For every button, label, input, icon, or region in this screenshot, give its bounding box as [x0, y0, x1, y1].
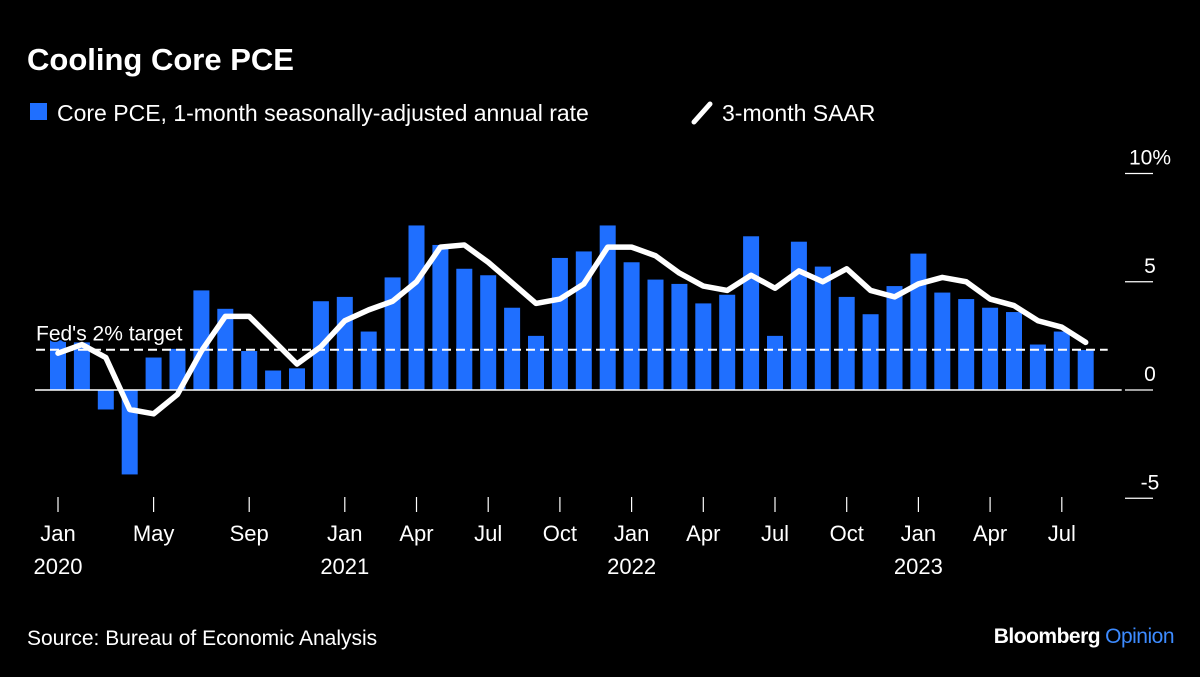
legend-line-label: 3-month SAAR: [722, 100, 875, 126]
legend-line-swatch-icon: [691, 101, 713, 125]
bar: [97, 390, 114, 410]
bar: [838, 296, 855, 390]
bar: [1053, 331, 1070, 390]
x-tick-label: Oct: [830, 521, 864, 546]
bar: [1006, 312, 1022, 390]
bar: [814, 266, 831, 390]
bar: [623, 262, 640, 390]
bar: [1077, 349, 1094, 390]
legend-bar-label: Core PCE, 1-month seasonally-adjusted an…: [57, 100, 589, 126]
x-year-label: 2023: [894, 554, 943, 579]
x-year-label: 2020: [34, 554, 83, 579]
x-tick-label: Apr: [399, 521, 433, 546]
bar: [647, 279, 664, 390]
bar: [336, 296, 353, 390]
bar: [50, 340, 66, 390]
bar: [790, 241, 807, 390]
bar: [910, 253, 927, 390]
bar: [169, 348, 186, 390]
bar: [934, 292, 951, 390]
bar: [265, 370, 282, 390]
bar: [289, 368, 305, 390]
x-tick-label: Sep: [230, 521, 269, 546]
bloomberg-opinion-logo: Bloomberg Opinion: [994, 625, 1175, 648]
bar: [719, 294, 736, 390]
bar: [695, 303, 712, 390]
y-tick-label: -5: [1141, 471, 1160, 494]
y-tick-label: 0: [1144, 363, 1156, 386]
x-tick-label: Jan: [901, 521, 936, 546]
bar: [193, 290, 210, 390]
x-year-label: 2022: [607, 554, 656, 579]
legend-bar-swatch-icon: [30, 103, 47, 120]
x-tick-label: Jul: [474, 521, 502, 546]
x-tick-label: Jan: [40, 521, 75, 546]
bar: [528, 335, 544, 390]
bar: [432, 244, 449, 390]
bar: [862, 314, 879, 390]
bar: [456, 268, 473, 390]
fed-target-label: Fed's 2% target: [36, 323, 183, 346]
x-tick-label: Apr: [973, 521, 1007, 546]
x-tick-label: Jul: [761, 521, 789, 546]
bar: [480, 275, 497, 390]
bar: [886, 286, 903, 390]
x-tick-label: Apr: [686, 521, 720, 546]
three-month-saar-line: [55, 242, 1089, 417]
x-tick-label: Oct: [543, 521, 577, 546]
legend: Core PCE, 1-month seasonally-adjusted an…: [30, 100, 875, 126]
bar: [958, 299, 975, 390]
x-tick-label: Jul: [1048, 521, 1076, 546]
bar: [671, 283, 688, 390]
source-note: Source: Bureau of Economic Analysis: [27, 627, 377, 650]
x-tick-label: Jan: [327, 521, 362, 546]
bar: [551, 257, 568, 390]
bar: [1029, 344, 1046, 390]
x-axis: Jan 2020 May Sep Jan 2021 Apr Jul Oct Jan 2022 Apr J…: [34, 497, 1076, 579]
y-tick-label: 10%: [1129, 147, 1171, 170]
y-axis: 10% 5 0 -5: [1125, 147, 1171, 499]
bar: [145, 357, 162, 390]
bar: [241, 351, 258, 390]
bar: [73, 342, 90, 390]
bar: [360, 331, 377, 390]
y-tick-label: 5: [1144, 255, 1156, 278]
bar: [767, 335, 783, 390]
chart-title: Cooling Core PCE: [27, 42, 294, 77]
bar: [743, 236, 760, 390]
x-tick-label: May: [133, 521, 175, 546]
bar: [408, 225, 425, 390]
x-tick-label: Jan: [614, 521, 649, 546]
x-year-label: 2021: [320, 554, 369, 579]
